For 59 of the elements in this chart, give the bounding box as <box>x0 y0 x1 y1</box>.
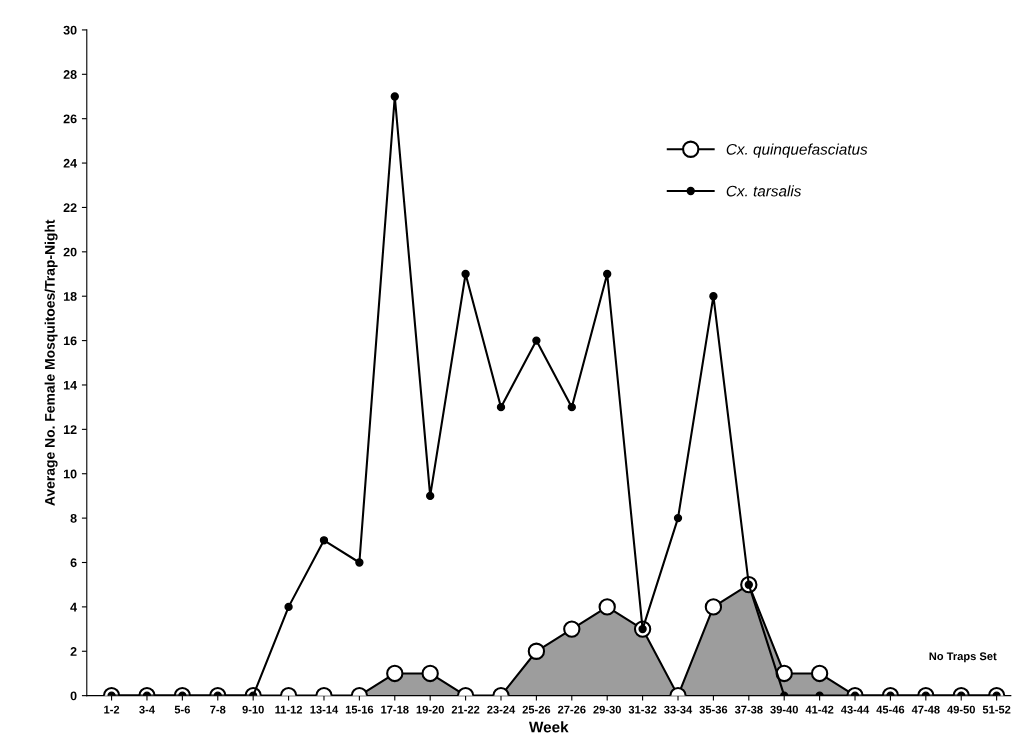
x-tick-label: 33-34 <box>664 705 693 714</box>
point <box>284 602 293 612</box>
point <box>496 402 506 412</box>
point <box>673 513 683 523</box>
point <box>319 536 329 545</box>
x-tick-label: 15-16 <box>345 705 374 714</box>
x-tick-label: 25-26 <box>522 705 551 714</box>
y-tick-label: 12 <box>63 425 77 434</box>
point <box>355 558 364 567</box>
point <box>603 269 612 279</box>
point <box>426 491 435 501</box>
y-tick-label: 8 <box>70 513 77 523</box>
y-tick-label: 26 <box>63 114 77 124</box>
x-tick-label: 11-12 <box>275 705 303 714</box>
x-tick-label: 21-22 <box>451 705 480 714</box>
x-tick-label: 5-6 <box>174 705 190 714</box>
x-tick-label: 29-30 <box>593 705 621 714</box>
y-tick-label: 22 <box>63 203 77 212</box>
x-tick-label: 35-36 <box>699 705 728 714</box>
legend-label: Cx. tarsalis <box>726 185 802 197</box>
point <box>461 269 470 279</box>
annotation: No Traps Set <box>929 652 997 663</box>
x-tick-label: 19-20 <box>416 705 444 714</box>
x-tick-label: 39-40 <box>770 705 798 714</box>
x-tick-label: 7-8 <box>210 705 226 714</box>
y-tick-label: 14 <box>63 380 77 390</box>
y-tick-label: 18 <box>63 292 77 301</box>
y-axis-title: Average No. Female Mosquitoes/Trap-Night <box>44 219 58 506</box>
point <box>567 402 576 412</box>
y-tick-label: 10 <box>63 469 77 479</box>
y-tick-label: 30 <box>63 25 77 35</box>
x-tick-label: 45-46 <box>876 705 905 714</box>
y-tick-label: 16 <box>63 336 77 346</box>
x-tick-label: 31-32 <box>628 705 657 714</box>
x-tick-label: 51-52 <box>982 705 1011 714</box>
point <box>532 336 541 345</box>
x-tick-label: 13-14 <box>310 705 339 714</box>
point <box>709 292 718 301</box>
y-tick-label: 4 <box>70 602 77 612</box>
x-tick-label: 37-38 <box>734 705 763 714</box>
x-tick-label: 47-48 <box>911 705 940 714</box>
x-tick-label: 3-4 <box>139 705 155 714</box>
x-tick-label: 49-50 <box>947 705 975 714</box>
y-tick-label: 24 <box>63 158 77 168</box>
y-tick-label: 2 <box>70 647 77 656</box>
x-tick-label: 41-42 <box>805 705 834 714</box>
y-tick-label: 20 <box>63 247 77 257</box>
x-tick-label: 9-10 <box>242 705 264 714</box>
point <box>390 92 399 101</box>
x-tick-label: 27-26 <box>557 705 586 714</box>
x-tick-label: 43-44 <box>840 705 870 714</box>
x-tick-label: 1-2 <box>104 705 120 714</box>
y-tick-label: 28 <box>63 70 77 79</box>
y-tick-label: 6 <box>70 558 77 568</box>
x-tick-label: 23-24 <box>487 705 516 714</box>
y-tick-label: 0 <box>70 691 77 701</box>
x-axis-title: Week <box>528 721 569 733</box>
legend-label: Cx. quinquefasciatus <box>726 143 868 158</box>
x-tick-label: 17-18 <box>381 705 409 714</box>
